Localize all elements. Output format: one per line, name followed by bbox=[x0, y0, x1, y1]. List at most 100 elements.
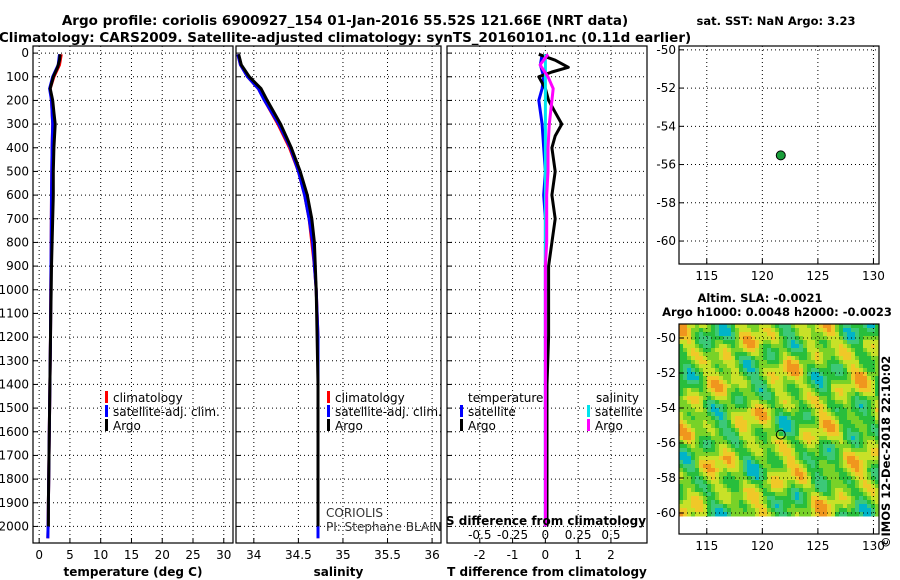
heatmap-cell bbox=[727, 392, 732, 397]
heatmap-cell bbox=[831, 468, 836, 473]
heatmap-cell bbox=[755, 348, 760, 353]
heatmap-cell bbox=[707, 396, 712, 401]
heatmap-cell bbox=[775, 440, 780, 445]
heatmap-cell bbox=[751, 504, 756, 509]
heatmap-cell bbox=[679, 324, 684, 329]
heatmap-cell bbox=[715, 504, 720, 509]
heatmap-cell bbox=[707, 408, 712, 413]
heatmap-cell bbox=[807, 336, 812, 341]
heatmap-cell bbox=[723, 484, 728, 489]
heatmap-cell bbox=[711, 416, 716, 421]
heatmap-cell bbox=[863, 384, 868, 389]
heatmap-cell bbox=[715, 328, 720, 333]
heatmap-cell bbox=[843, 392, 848, 397]
heatmap-cell bbox=[755, 452, 760, 457]
heatmap-cell bbox=[839, 456, 844, 461]
heatmap-cell bbox=[707, 328, 712, 333]
heatmap-cell bbox=[819, 456, 824, 461]
y-tick-label: 1500 bbox=[0, 401, 29, 415]
heatmap-cell bbox=[871, 340, 876, 345]
heatmap-cell bbox=[831, 364, 836, 369]
map-frame bbox=[678, 323, 880, 535]
heatmap-cell bbox=[859, 400, 864, 405]
heatmap-cell bbox=[847, 332, 852, 337]
heatmap-cell bbox=[731, 464, 736, 469]
heatmap-cell bbox=[695, 340, 700, 345]
heatmap-cell bbox=[699, 396, 704, 401]
heatmap-cell bbox=[699, 440, 704, 445]
heatmap-cell bbox=[875, 392, 880, 397]
heatmap-cell bbox=[759, 496, 764, 501]
heatmap-cell bbox=[815, 444, 820, 449]
heatmap-cell bbox=[827, 392, 832, 397]
heatmap-cell bbox=[679, 360, 684, 365]
heatmap-cell bbox=[779, 332, 784, 337]
heatmap-cell bbox=[871, 336, 876, 341]
heatmap-cell bbox=[751, 512, 756, 517]
heatmap-cell bbox=[831, 424, 836, 429]
heatmap-cell bbox=[703, 480, 708, 485]
heatmap-cell bbox=[691, 508, 696, 513]
heatmap-cell bbox=[831, 448, 836, 453]
heatmap-cell bbox=[767, 364, 772, 369]
heatmap-cell bbox=[703, 324, 708, 329]
heatmap-cell bbox=[735, 444, 740, 449]
heatmap-cell bbox=[691, 396, 696, 401]
heatmap-cell bbox=[867, 352, 872, 357]
heatmap-cell bbox=[843, 344, 848, 349]
heatmap-cell bbox=[679, 356, 684, 361]
heatmap-cell bbox=[803, 460, 808, 465]
heatmap-cell bbox=[827, 368, 832, 373]
heatmap-cell bbox=[695, 328, 700, 333]
heatmap-cell bbox=[743, 372, 748, 377]
heatmap-cell bbox=[831, 352, 836, 357]
heatmap-cell bbox=[831, 460, 836, 465]
heatmap-cell bbox=[783, 364, 788, 369]
heatmap-cell bbox=[747, 368, 752, 373]
heatmap-cell bbox=[763, 348, 768, 353]
heatmap-cell bbox=[787, 476, 792, 481]
heatmap-cell bbox=[707, 472, 712, 477]
heatmap-cell bbox=[819, 440, 824, 445]
heatmap-cell bbox=[767, 472, 772, 477]
heatmap-cell bbox=[823, 408, 828, 413]
heatmap-cell bbox=[759, 392, 764, 397]
heatmap-cell bbox=[767, 412, 772, 417]
heatmap-cell bbox=[851, 448, 856, 453]
heatmap-cell bbox=[695, 416, 700, 421]
heatmap-cell bbox=[823, 364, 828, 369]
heatmap-cell bbox=[683, 460, 688, 465]
heatmap-cell bbox=[747, 432, 752, 437]
heatmap-cell bbox=[875, 444, 880, 449]
heatmap-cell bbox=[775, 424, 780, 429]
heatmap-cell bbox=[767, 348, 772, 353]
heatmap-cell bbox=[815, 356, 820, 361]
x-tick-label: -1 bbox=[507, 548, 519, 562]
heatmap-cell bbox=[795, 360, 800, 365]
heatmap-cell bbox=[691, 436, 696, 441]
y-tick-label: -54 bbox=[656, 401, 676, 415]
heatmap-cell bbox=[747, 496, 752, 501]
heatmap-cell bbox=[739, 396, 744, 401]
heatmap-cell bbox=[687, 388, 692, 393]
heatmap-cell bbox=[731, 448, 736, 453]
heatmap-cell bbox=[839, 444, 844, 449]
heatmap-cell bbox=[687, 360, 692, 365]
heatmap-cell bbox=[831, 508, 836, 513]
heatmap-cell bbox=[731, 440, 736, 445]
heatmap-cell bbox=[783, 456, 788, 461]
heatmap-cell bbox=[699, 508, 704, 513]
heatmap-cell bbox=[751, 432, 756, 437]
heatmap-cell bbox=[867, 464, 872, 469]
heatmap-cell bbox=[823, 344, 828, 349]
heatmap-cell bbox=[831, 384, 836, 389]
heatmap-cell bbox=[871, 432, 876, 437]
heatmap-cell bbox=[691, 496, 696, 501]
heatmap-cell bbox=[843, 496, 848, 501]
heatmap-cell bbox=[807, 400, 812, 405]
heatmap-cell bbox=[867, 340, 872, 345]
heatmap-cell bbox=[807, 332, 812, 337]
heatmap-cell bbox=[827, 360, 832, 365]
heatmap-cell bbox=[807, 380, 812, 385]
heatmap-cell bbox=[823, 436, 828, 441]
